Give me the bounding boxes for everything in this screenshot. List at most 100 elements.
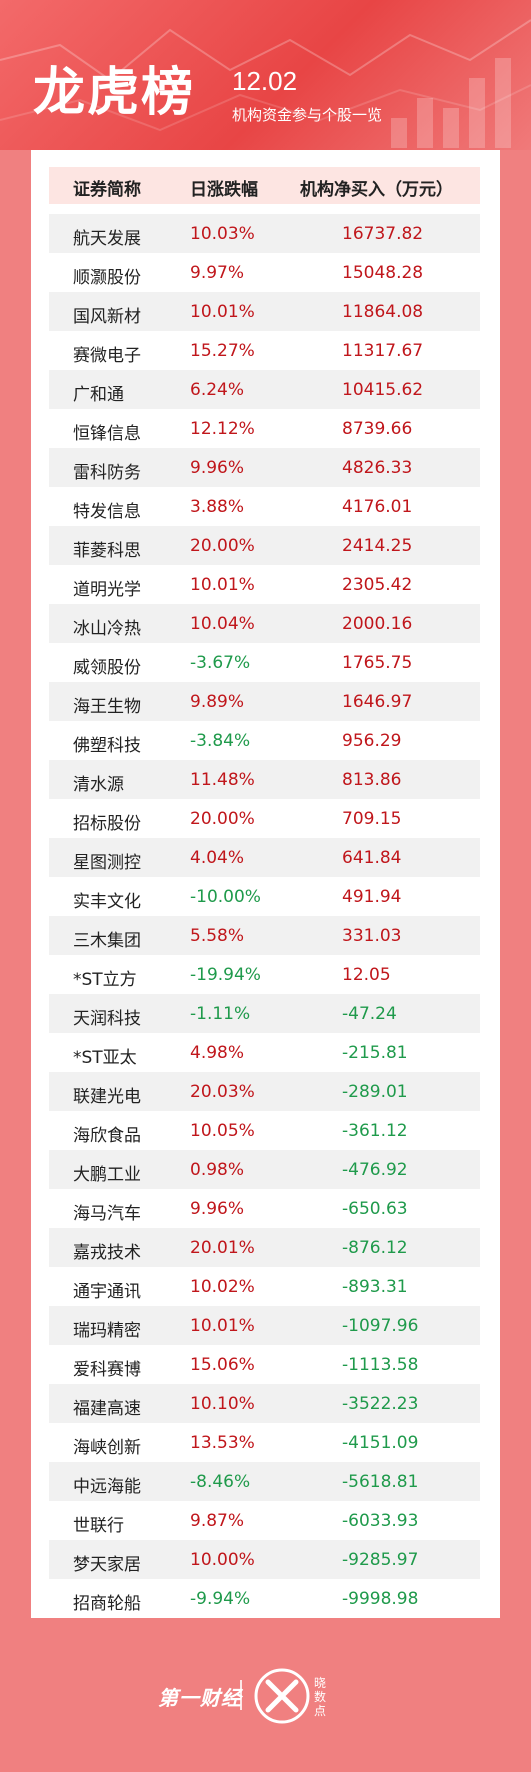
net-buy: 2000.16 [342,614,413,634]
page-subtitle: 机构资金参与个股一览 [232,106,383,124]
daily-change: 10.01% [190,1316,255,1336]
net-buy: 709.15 [342,809,402,829]
stock-name: 招商轮船 [73,1594,141,1614]
stock-name: 道明光学 [73,580,141,600]
daily-change: 9.96% [190,458,245,478]
stock-name: 梦天家居 [73,1555,141,1575]
stock-name: 海王生物 [73,697,141,717]
net-buy: -1113.58 [342,1355,419,1375]
net-buy: -47.24 [342,1004,397,1024]
daily-change: 20.01% [190,1238,255,1258]
net-buy: -9998.98 [342,1589,419,1609]
net-buy: -876.12 [342,1238,408,1258]
stock-name: 清水源 [73,775,124,795]
stock-name: 国风新材 [73,307,141,327]
table-row: 海欣食品 10.05% -361.12 [49,1111,480,1150]
table-row: 实丰文化 -10.00% 491.94 [49,877,480,916]
net-buy: 12.05 [342,965,391,985]
net-buy: 1765.75 [342,653,413,673]
net-buy: -9285.97 [342,1550,419,1570]
stock-name: 中远海能 [73,1477,141,1497]
daily-change: 9.87% [190,1511,245,1531]
daily-change: 20.00% [190,536,255,556]
daily-change: -8.46% [190,1472,251,1492]
stock-name: 世联行 [73,1516,124,1536]
daily-change: 10.04% [190,614,255,634]
daily-change: 3.88% [190,497,245,517]
net-buy: 956.29 [342,731,402,751]
net-buy: 16737.82 [342,224,424,244]
stock-name: *ST亚太 [73,1048,137,1068]
stock-name: 菲菱科思 [73,541,141,561]
stock-name: 爱科赛博 [73,1360,141,1380]
net-buy: 4826.33 [342,458,413,478]
table-row: 大鹏工业 0.98% -476.92 [49,1150,480,1189]
table-row: 海王生物 9.89% 1646.97 [49,682,480,721]
stock-name: 广和通 [73,385,124,405]
table-row: 三木集团 5.58% 331.03 [49,916,480,955]
daily-change: 10.10% [190,1394,255,1414]
daily-change: 15.06% [190,1355,255,1375]
daily-change: 9.96% [190,1199,245,1219]
daily-change: 10.01% [190,575,255,595]
table-row: 星图测控 4.04% 641.84 [49,838,480,877]
table-row: 海峡创新 13.53% -4151.09 [49,1423,480,1462]
daily-change: 9.97% [190,263,245,283]
page-title: 龙虎榜 [33,63,196,123]
net-buy: 15048.28 [342,263,424,283]
stock-name: 恒锋信息 [73,424,141,444]
net-buy: -893.31 [342,1277,408,1297]
stock-name: 嘉戎技术 [73,1243,141,1263]
logo-divider [240,1680,242,1710]
net-buy: 2305.42 [342,575,413,595]
net-buy: -4151.09 [342,1433,419,1453]
net-buy: 331.03 [342,926,402,946]
column-header-change: 日涨跌幅 [190,180,258,200]
table-row: 恒锋信息 12.12% 8739.66 [49,409,480,448]
footer: 第一财经 晓数点 [0,1620,531,1772]
table-row: 清水源 11.48% 813.86 [49,760,480,799]
net-buy: 10415.62 [342,380,424,400]
daily-change: 4.04% [190,848,245,868]
page-date: 12.02 [232,66,298,96]
table-header: 证券简称 日涨跌幅 机构净买入（万元） [49,167,480,204]
net-buy: -6033.93 [342,1511,419,1531]
stock-name: 实丰文化 [73,892,141,912]
table-row: 雷科防务 9.96% 4826.33 [49,448,480,487]
net-buy: 11864.08 [342,302,424,322]
stock-name: 海峡创新 [73,1438,141,1458]
net-buy: 8739.66 [342,419,413,439]
table-row: 通宇通讯 10.02% -893.31 [49,1267,480,1306]
stock-name: 大鹏工业 [73,1165,141,1185]
column-header-name: 证券简称 [73,180,141,200]
stock-name: 天润科技 [73,1009,141,1029]
table-row: 联建光电 20.03% -289.01 [49,1072,480,1111]
table-row: 梦天家居 10.00% -9285.97 [49,1540,480,1579]
net-buy: 813.86 [342,770,402,790]
stock-name: 星图测控 [73,853,141,873]
stock-name: 航天发展 [73,229,141,249]
table-row: 中远海能 -8.46% -5618.81 [49,1462,480,1501]
daily-change: 20.03% [190,1082,255,1102]
stock-name: 冰山冷热 [73,619,141,639]
stock-name: 瑞玛精密 [73,1321,141,1341]
stock-name: 顺灏股份 [73,268,141,288]
stock-name: 雷科防务 [73,463,141,483]
table-row: 瑞玛精密 10.01% -1097.96 [49,1306,480,1345]
daily-change: 11.48% [190,770,255,790]
stock-name: 三木集团 [73,931,141,951]
net-buy: 11317.67 [342,341,424,361]
table-panel: 证券简称 日涨跌幅 机构净买入（万元） 航天发展 10.03% 16737.82 顺灏… [31,150,500,1618]
stock-name: 威领股份 [73,658,141,678]
daily-change: -3.67% [190,653,251,673]
table-row: 海马汽车 9.96% -650.63 [49,1189,480,1228]
decorative-trend-line [0,19,531,132]
table-row: 特发信息 3.88% 4176.01 [49,487,480,526]
daily-change: 10.03% [190,224,255,244]
stock-name: 联建光电 [73,1087,141,1107]
daily-change: 15.27% [190,341,255,361]
daily-change: 6.24% [190,380,245,400]
net-buy: 491.94 [342,887,402,907]
table-row: 世联行 9.87% -6033.93 [49,1501,480,1540]
daily-change: -19.94% [190,965,261,985]
